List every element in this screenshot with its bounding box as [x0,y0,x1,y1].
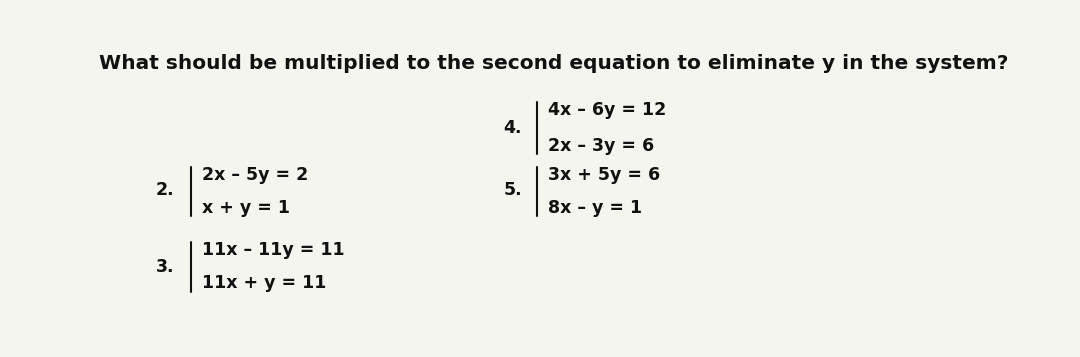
Text: 5.: 5. [503,181,522,199]
Text: 11x + y = 11: 11x + y = 11 [202,275,326,292]
Text: 3x + 5y = 6: 3x + 5y = 6 [548,166,660,184]
Text: 2.: 2. [156,181,175,199]
Text: 3.: 3. [156,258,175,276]
Text: What should be multiplied to the second equation to eliminate y in the system?: What should be multiplied to the second … [98,54,1009,73]
Text: 4.: 4. [503,119,522,137]
Text: 11x – 11y = 11: 11x – 11y = 11 [202,241,345,260]
Text: x + y = 1: x + y = 1 [202,199,289,217]
Text: 2x – 3y = 6: 2x – 3y = 6 [548,137,653,155]
Text: 8x – y = 1: 8x – y = 1 [548,199,642,217]
Text: 4x – 6y = 12: 4x – 6y = 12 [548,101,666,119]
Text: 2x – 5y = 2: 2x – 5y = 2 [202,166,308,184]
